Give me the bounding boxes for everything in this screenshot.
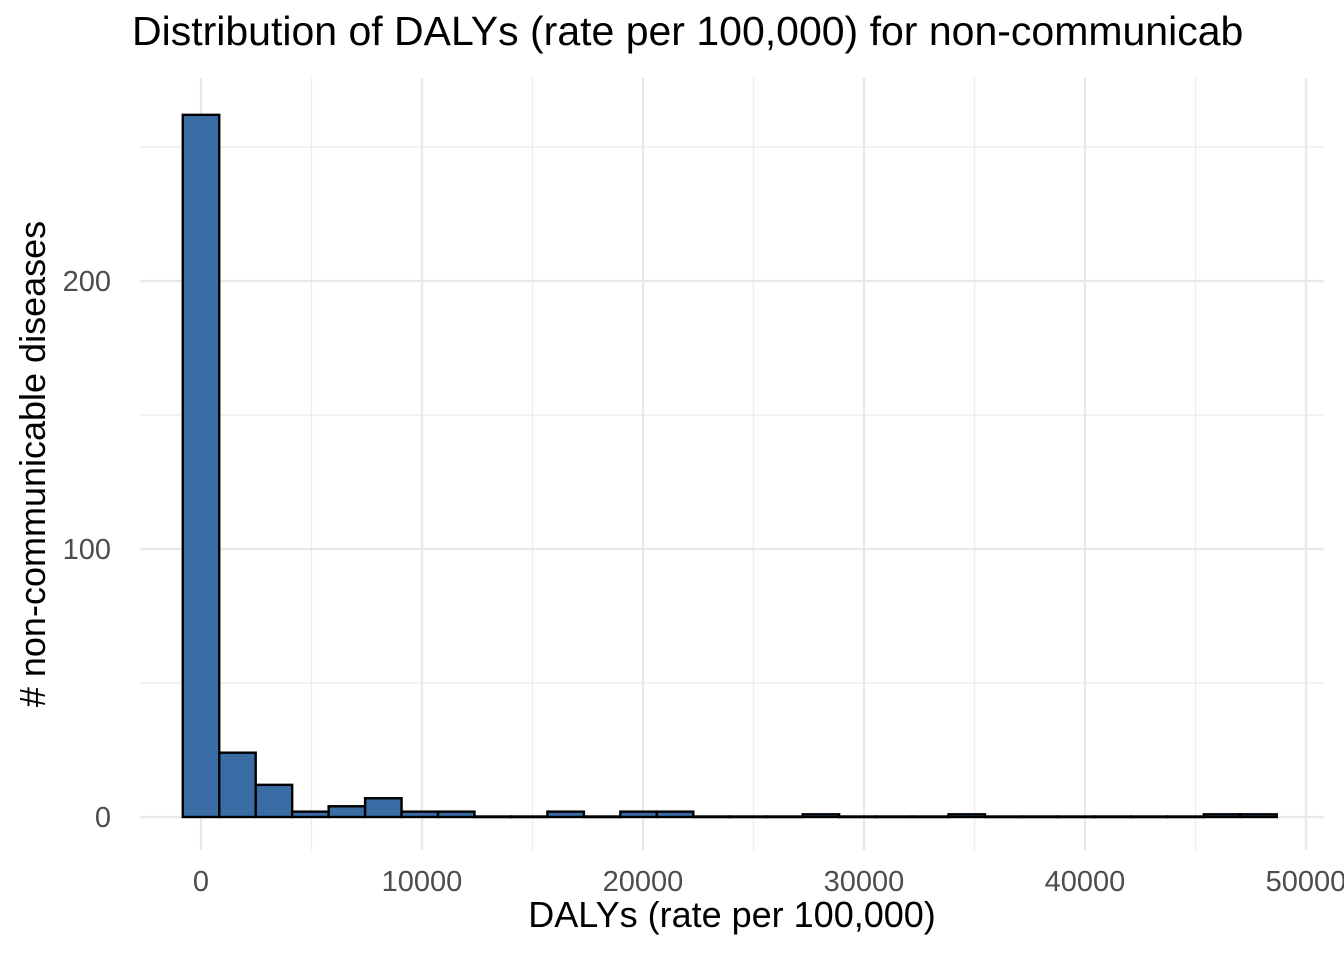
histogram-bar bbox=[363, 797, 403, 819]
histogram-bar bbox=[327, 805, 367, 819]
chart-title: Distribution of DALYs (rate per 100,000)… bbox=[132, 8, 1244, 54]
histogram-bar bbox=[218, 751, 257, 819]
histogram-bar bbox=[290, 810, 330, 819]
x-tick-label: 30000 bbox=[824, 866, 905, 898]
x-tick-label: 20000 bbox=[603, 866, 684, 898]
zero-count-bin bbox=[728, 815, 768, 819]
histogram-bar bbox=[546, 810, 586, 819]
histogram-bar bbox=[1239, 813, 1278, 819]
zero-count-bin bbox=[582, 815, 622, 819]
x-tick-label: 50000 bbox=[1266, 866, 1344, 898]
histogram-bar bbox=[947, 813, 987, 819]
zero-count-bin bbox=[509, 815, 549, 819]
histogram-bar bbox=[254, 783, 294, 819]
zero-count-bin bbox=[1020, 815, 1060, 819]
y-tick-label: 100 bbox=[63, 534, 111, 566]
x-tick-label: 40000 bbox=[1045, 866, 1126, 898]
zero-count-bin bbox=[874, 815, 914, 819]
zero-count-bin bbox=[765, 815, 804, 819]
histogram-bar bbox=[436, 810, 476, 819]
histogram-bar bbox=[400, 810, 440, 819]
zero-count-bin bbox=[838, 815, 877, 819]
zero-count-bin bbox=[473, 815, 513, 819]
histogram-bar bbox=[1202, 813, 1242, 819]
zero-count-bin bbox=[692, 815, 731, 819]
x-axis-title: DALYs (rate per 100,000) bbox=[528, 894, 936, 935]
y-tick-label: 0 bbox=[95, 802, 111, 834]
zero-count-bin bbox=[983, 815, 1023, 819]
y-axis-title: # non-communicable diseases bbox=[12, 220, 53, 708]
zero-count-bin bbox=[1129, 815, 1169, 819]
zero-count-bin bbox=[1093, 815, 1132, 819]
histogram-bar bbox=[655, 810, 695, 819]
zero-count-bin bbox=[1166, 815, 1205, 819]
x-tick-label: 0 bbox=[193, 866, 209, 898]
x-tick-label: 10000 bbox=[382, 866, 463, 898]
zero-count-bin bbox=[910, 815, 950, 819]
histogram-bar bbox=[801, 813, 841, 819]
y-tick-label: 200 bbox=[63, 266, 111, 298]
histogram-bar bbox=[619, 810, 659, 819]
zero-count-bin bbox=[1056, 815, 1096, 819]
histogram-bar bbox=[181, 113, 221, 819]
